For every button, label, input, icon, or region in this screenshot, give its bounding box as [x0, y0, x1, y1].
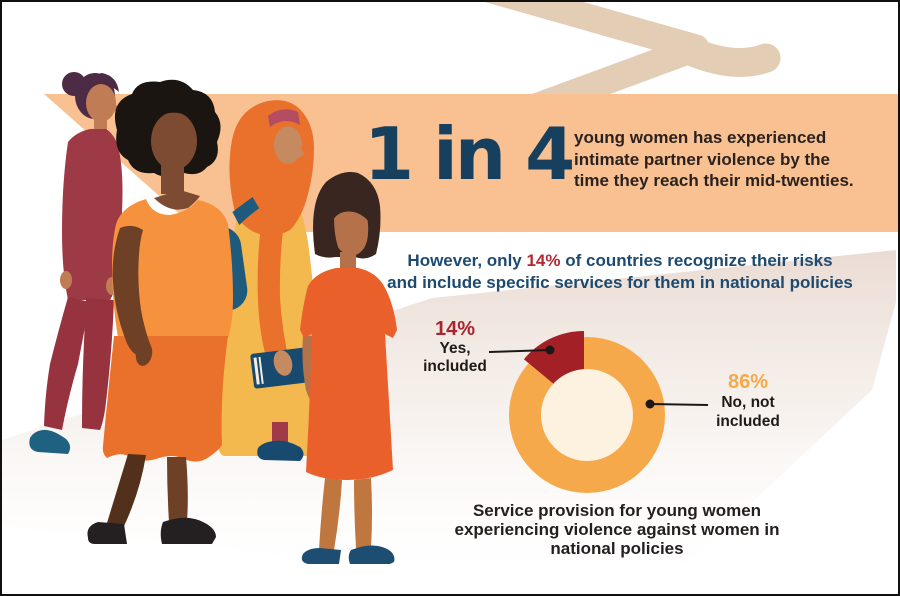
headline-description-line: intimate partner violence by the [574, 149, 831, 169]
chart-caption-line: experiencing violence against women in [454, 520, 780, 539]
donut-hole [541, 369, 633, 461]
donut-label-yes-pct: 14% [434, 318, 476, 340]
illustration-woman-afro [87, 79, 233, 544]
chart-caption-line: Service provision for young women [472, 501, 762, 520]
subheadline-highlight-pct: 14% [526, 251, 561, 270]
headline-description: young women has experienced intimate par… [574, 127, 874, 192]
callout-line-no [645, 399, 709, 409]
donut-chart [488, 331, 709, 493]
chart-caption: Service provision for young women experi… [405, 501, 829, 558]
headline-stat: 1 in 4 [364, 112, 575, 196]
donut-label-no-text: No, not [721, 394, 775, 411]
chart-caption-line: national policies [550, 539, 684, 558]
illustration-woman-maroon [29, 72, 123, 454]
subheadline-line2: and include specific services for them i… [387, 272, 853, 292]
subheadline-suffix: of countries recognize their risks [560, 251, 833, 270]
callout-line-yes [488, 345, 555, 355]
donut-label-yes-text: Yes, [439, 340, 471, 357]
donut-label-no: 86% No, not included [699, 371, 797, 431]
background-wash [2, 250, 896, 594]
donut-label-yes-text: included [423, 358, 487, 375]
donut-label-no-pct: 86% [727, 371, 769, 393]
illustration-girl [300, 172, 397, 564]
donut-label-yes: 14% Yes, included [408, 318, 502, 376]
subheadline-prefix: However, only [407, 251, 527, 270]
headline-description-line: young women has experienced [574, 128, 827, 147]
subheadline: However, only 14% of countries recognize… [340, 250, 898, 293]
donut-label-no-text: included [716, 413, 780, 430]
headline-description-line: time they reach their mid-twenties. [574, 171, 854, 190]
